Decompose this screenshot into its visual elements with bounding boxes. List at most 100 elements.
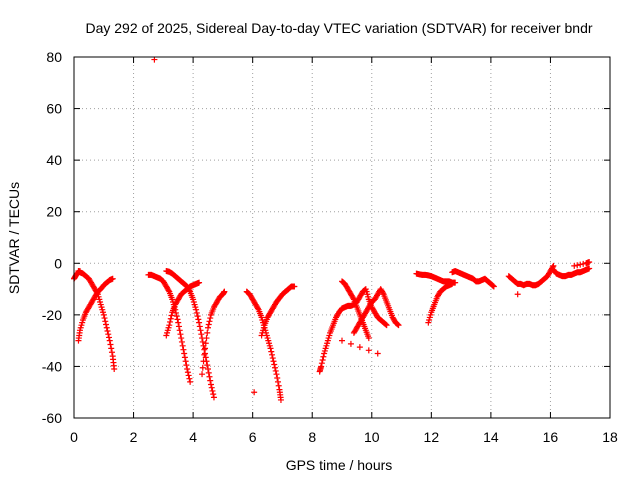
series-track-12	[350, 286, 402, 336]
data-point	[174, 316, 181, 323]
data-point	[365, 347, 372, 354]
data-point	[175, 319, 182, 326]
data-point	[356, 344, 363, 351]
data-point	[200, 358, 207, 365]
data-point	[207, 315, 214, 322]
data-points	[71, 56, 593, 403]
data-point	[103, 321, 110, 328]
data-point	[272, 364, 278, 371]
data-point	[168, 312, 175, 319]
data-point	[580, 260, 587, 267]
data-point	[274, 378, 281, 385]
data-point	[180, 346, 187, 353]
data-point	[199, 338, 206, 345]
data-point	[184, 366, 191, 373]
data-point	[394, 321, 401, 328]
series-track-7	[199, 288, 228, 378]
series-track-17	[550, 265, 593, 280]
x-tick-label: 12	[424, 429, 440, 445]
x-tick-label: 2	[130, 429, 138, 445]
data-point	[571, 262, 578, 269]
data-point	[166, 322, 173, 329]
data-point	[205, 324, 211, 331]
data-point	[105, 334, 112, 341]
data-point	[179, 342, 186, 349]
data-point	[577, 261, 584, 268]
data-point	[490, 283, 497, 290]
data-point	[267, 345, 274, 352]
y-tick-labels: -60 -40 -20 0 20 40 60 80	[42, 49, 62, 426]
data-point	[197, 327, 204, 334]
data-point	[452, 279, 459, 286]
data-point	[196, 319, 203, 326]
series-isolated-2	[251, 389, 258, 396]
y-tick-label: 40	[46, 152, 62, 168]
x-tick-label: 14	[483, 429, 499, 445]
y-tick-label: -40	[42, 358, 62, 374]
x-axis-label: GPS time / hours	[286, 457, 393, 473]
data-point	[206, 373, 213, 380]
data-point	[350, 295, 357, 302]
data-point	[109, 275, 116, 282]
data-point	[490, 282, 497, 289]
data-point	[193, 309, 200, 316]
data-point	[111, 366, 118, 373]
series-track-2	[75, 268, 118, 373]
series-track-6	[163, 279, 203, 339]
x-tick-label: 16	[543, 429, 559, 445]
data-point	[202, 350, 209, 357]
data-point	[205, 321, 212, 328]
data-point	[107, 341, 114, 348]
data-point	[449, 280, 456, 287]
data-point	[574, 262, 581, 269]
data-point	[210, 394, 217, 401]
series-track-4	[145, 271, 194, 385]
x-tick-label: 0	[70, 429, 78, 445]
x-tick-label: 6	[249, 429, 257, 445]
data-point	[201, 351, 208, 358]
series-isolated-1	[151, 56, 158, 63]
series-track-16	[505, 262, 557, 289]
data-point	[105, 331, 112, 338]
series-track-15	[449, 268, 497, 290]
data-point	[271, 361, 278, 368]
data-point	[209, 387, 216, 394]
data-point	[102, 318, 109, 325]
data-point	[586, 258, 593, 265]
data-point	[514, 291, 521, 298]
data-point	[205, 369, 212, 376]
data-point	[206, 318, 213, 325]
data-point	[194, 313, 201, 320]
data-point	[178, 338, 185, 345]
data-point	[204, 362, 211, 369]
data-point	[151, 56, 158, 63]
x-tick-labels: 0 2 4 6 8 10 12 14 16 18	[70, 429, 618, 445]
y-tick-label: -20	[42, 307, 62, 323]
data-point	[103, 324, 110, 331]
data-point	[199, 364, 206, 371]
data-point	[108, 349, 115, 356]
series-isolated-4	[514, 291, 521, 298]
x-tick-label: 4	[189, 429, 197, 445]
data-point	[198, 331, 205, 338]
data-point	[291, 283, 298, 290]
data-point	[382, 321, 389, 328]
data-point	[106, 337, 113, 344]
x-tick-label: 18	[602, 429, 618, 445]
plot-frame	[73, 56, 611, 419]
series-track-14	[425, 280, 456, 326]
chart-title: Day 292 of 2025, Sidereal Day-to-day VTE…	[85, 20, 592, 36]
grid-lines	[74, 57, 610, 418]
data-point	[181, 350, 188, 357]
data-point	[269, 355, 276, 362]
data-point	[319, 356, 326, 363]
data-point	[383, 322, 390, 329]
data-point	[100, 311, 107, 318]
data-point	[251, 389, 258, 396]
data-point	[269, 351, 276, 358]
data-point	[270, 358, 277, 365]
data-point	[202, 340, 209, 347]
data-point	[196, 279, 203, 286]
y-tick-label: 0	[54, 255, 62, 271]
